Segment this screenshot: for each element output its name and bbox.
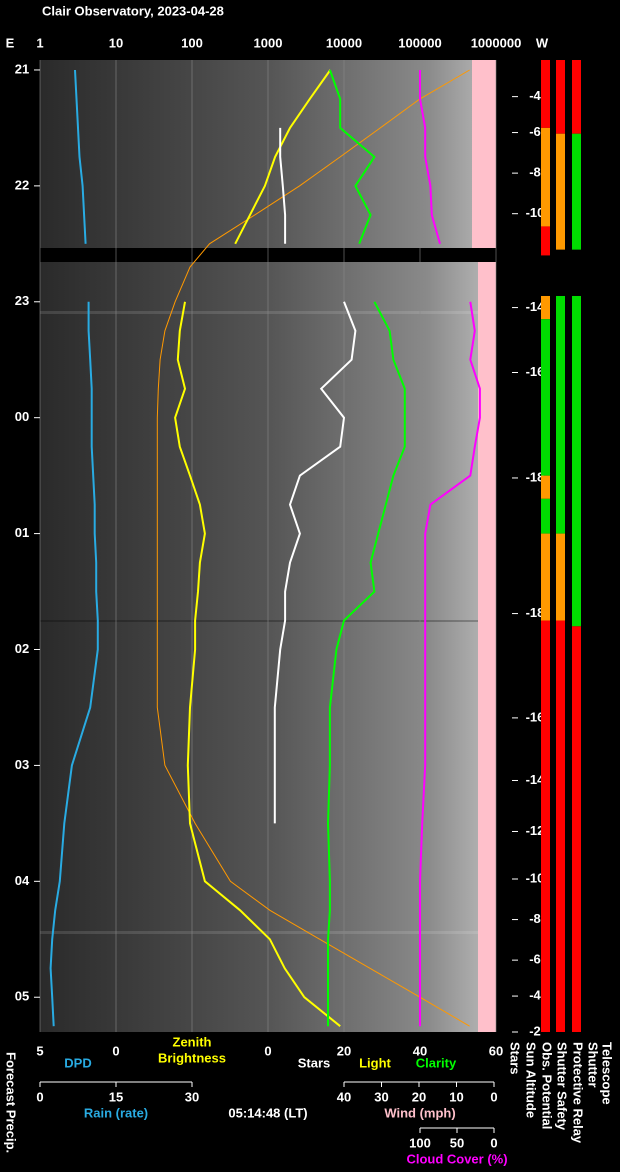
status-label: Protective Relay xyxy=(571,1042,586,1144)
side-label: Stars xyxy=(508,1042,523,1075)
status-label: Obs. Potential xyxy=(540,1042,555,1129)
sun-altitude-label: -10 xyxy=(526,205,545,220)
scale-tick: 0 xyxy=(264,1043,271,1058)
sun-altitude-label: -6 xyxy=(529,124,541,139)
sun-altitude-label: -18 xyxy=(526,605,545,620)
scale-tick: 100 xyxy=(409,1135,431,1150)
sun-altitude-label: -14 xyxy=(526,299,546,314)
x-tick-label: 100000 xyxy=(398,35,441,50)
x-tick-label: 1000000 xyxy=(471,35,522,50)
sun-altitude-label: -16 xyxy=(526,364,545,379)
pink-band xyxy=(472,60,496,248)
side-label: Telescope xyxy=(600,1042,615,1105)
status-segment xyxy=(541,498,550,534)
x-tick-label: 100 xyxy=(181,35,203,50)
scale-tick: 50 xyxy=(450,1135,464,1150)
status-segment xyxy=(541,620,550,1032)
status-segment xyxy=(572,626,581,1032)
sun-altitude-label: -8 xyxy=(529,911,541,926)
status-segment xyxy=(572,133,581,250)
scale-tick: 30 xyxy=(374,1089,388,1104)
sun-altitude-label: -16 xyxy=(526,709,545,724)
side-label: Shutter xyxy=(586,1042,601,1088)
status-segment xyxy=(541,319,550,476)
x-tick-label: 10 xyxy=(109,35,123,50)
sun-altitude-label: -2 xyxy=(529,1023,541,1038)
sun-altitude-label: -18 xyxy=(526,469,545,484)
status-segment xyxy=(556,620,565,1032)
y-tick-label: 00 xyxy=(15,409,29,424)
scale-tick: 10 xyxy=(449,1089,463,1104)
scale-label: Cloud Cover (%) xyxy=(406,1151,507,1166)
status-label: Shutter Safety xyxy=(555,1042,570,1131)
status-segment xyxy=(572,60,581,134)
scale-tick: 0 xyxy=(490,1089,497,1104)
status-segment xyxy=(572,295,581,627)
scale-tick: 15 xyxy=(109,1089,123,1104)
chart-title: Clair Observatory, 2023-04-28 xyxy=(42,3,224,18)
status-segment xyxy=(556,60,565,134)
sun-altitude-label: -8 xyxy=(529,165,541,180)
pink-band xyxy=(478,262,496,1032)
y-tick-label: 04 xyxy=(15,873,30,888)
side-label: Forecast Precip. xyxy=(4,1052,19,1153)
status-segment xyxy=(556,533,565,621)
sun-altitude-label: -4 xyxy=(529,88,541,103)
y-tick-label: 21 xyxy=(15,61,29,76)
sun-altitude-label: -4 xyxy=(529,988,541,1003)
series-line xyxy=(174,69,341,1027)
series-line xyxy=(419,70,481,1027)
sun-altitude-label: -12 xyxy=(526,823,545,838)
y-tick-label: 02 xyxy=(15,641,29,656)
y-tick-label: 03 xyxy=(15,757,29,772)
scale-label: Light xyxy=(359,1055,391,1070)
east-label: E xyxy=(6,35,15,50)
status-segment xyxy=(556,295,565,534)
scale-tick: 0 xyxy=(490,1135,497,1150)
scale-label: Rain (rate) xyxy=(84,1105,148,1120)
series-line xyxy=(273,127,357,824)
scale-tick: 0 xyxy=(112,1043,119,1058)
y-tick-label: 23 xyxy=(15,293,29,308)
scale-tick: 0 xyxy=(36,1089,43,1104)
y-tick-label: 22 xyxy=(15,177,29,192)
x-tick-label: 1 xyxy=(36,35,43,50)
scale-label: Wind (mph) xyxy=(384,1105,455,1120)
sun-altitude-label: -6 xyxy=(529,952,541,967)
series-line xyxy=(156,69,470,1027)
status-segment xyxy=(541,60,550,128)
scale-tick: 30 xyxy=(185,1089,199,1104)
series-line xyxy=(49,69,99,1027)
scale-tick: 40 xyxy=(337,1089,351,1104)
status-segment xyxy=(556,133,565,250)
x-tick-label: 10000 xyxy=(326,35,362,50)
status-segment xyxy=(541,226,550,256)
scale-tick: 60 xyxy=(489,1043,503,1058)
status-segment xyxy=(541,295,550,320)
y-tick-label: 05 xyxy=(15,989,29,1004)
side-label: Sun Altitude xyxy=(524,1042,539,1118)
scale-label: Stars xyxy=(298,1055,331,1070)
sun-altitude-label: -14 xyxy=(526,772,546,787)
x-tick-label: 1000 xyxy=(254,35,283,50)
scale-tick: 20 xyxy=(337,1043,351,1058)
scale-label: Brightness xyxy=(158,1050,226,1065)
status-segment xyxy=(541,533,550,621)
scale-tick: 5 xyxy=(36,1043,43,1058)
time-label: 05:14:48 (LT) xyxy=(228,1105,307,1120)
status-segment xyxy=(541,127,550,227)
scale-tick: 40 xyxy=(413,1043,427,1058)
y-tick-label: 01 xyxy=(15,525,29,540)
scale-label: Clarity xyxy=(416,1055,457,1070)
west-label: W xyxy=(536,35,549,50)
status-segment xyxy=(541,475,550,499)
sun-altitude-label: -10 xyxy=(526,870,545,885)
scale-label: DPD xyxy=(64,1055,91,1070)
scale-tick: 20 xyxy=(412,1089,426,1104)
scale-label: Zenith xyxy=(173,1034,212,1049)
series-line xyxy=(326,69,406,1027)
